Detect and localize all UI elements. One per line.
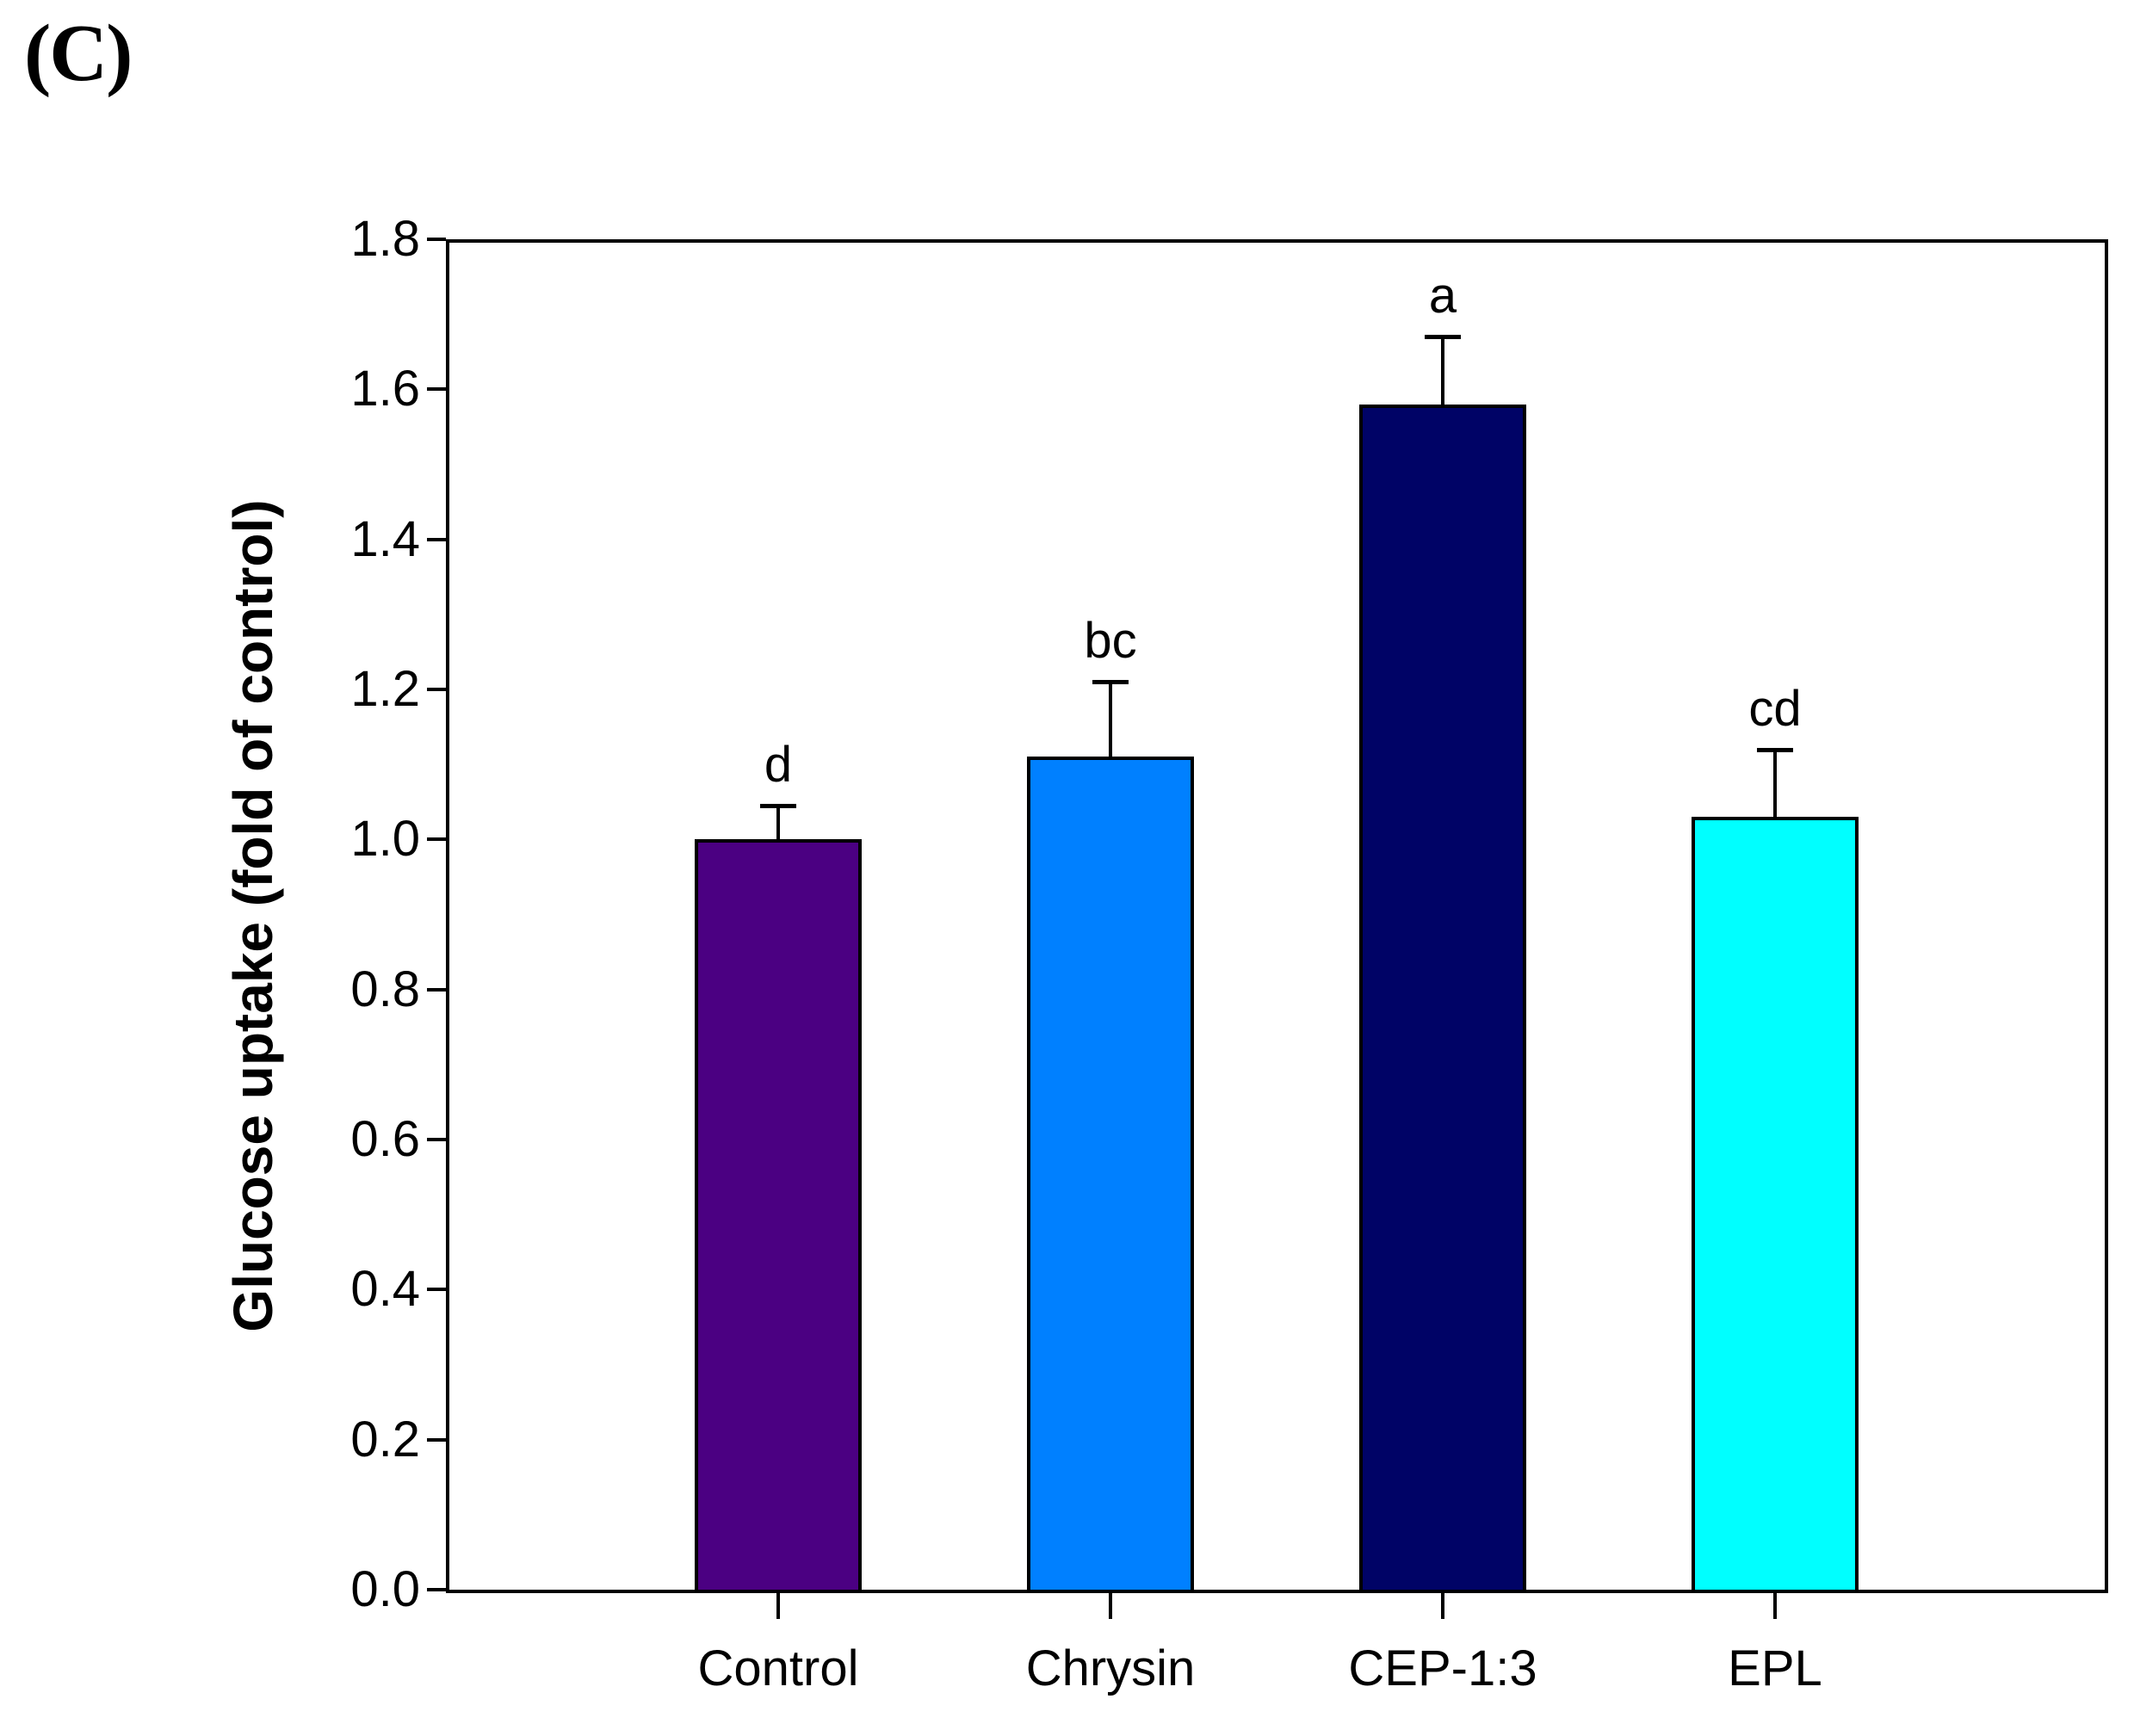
- y-tick-label-0.8: 0.8: [350, 961, 420, 1017]
- significance-letter-cep-1-3: a: [1428, 268, 1457, 324]
- x-tick-label-epl: EPL: [1728, 1640, 1822, 1696]
- error-bar-epl: [1773, 749, 1777, 818]
- y-tick-0.0: [427, 1588, 446, 1591]
- y-tick-label-1.6: 1.6: [350, 361, 420, 417]
- error-bar-cap-epl: [1757, 747, 1793, 752]
- bar-chrysin: [1027, 757, 1194, 1593]
- y-tick-label-1.4: 1.4: [350, 510, 420, 567]
- x-tick-label-control: Control: [697, 1640, 859, 1696]
- error-bar-cap-chrysin: [1092, 680, 1129, 685]
- plot-frame: [446, 239, 2108, 1593]
- error-bar-control: [776, 806, 780, 840]
- y-tick-1.0: [427, 837, 446, 842]
- y-tick-1.4: [427, 537, 446, 541]
- y-tick-label-0.4: 0.4: [350, 1261, 420, 1318]
- y-tick-1.8: [427, 238, 446, 241]
- y-tick-label-1.2: 1.2: [350, 661, 420, 717]
- bar-epl: [1692, 817, 1859, 1593]
- x-tick-cep-1-3: [1441, 1593, 1444, 1619]
- significance-letter-control: d: [764, 737, 793, 794]
- y-tick-0.2: [427, 1437, 446, 1442]
- panel-label: (C): [24, 9, 133, 98]
- x-tick-epl: [1773, 1593, 1777, 1619]
- bar-cep-1-3: [1359, 404, 1526, 1593]
- error-bar-cap-cep-1-3: [1425, 335, 1461, 340]
- x-tick-label-chrysin: Chrysin: [1025, 1640, 1196, 1696]
- error-bar-cep-1-3: [1441, 337, 1444, 405]
- y-tick-label-1.8: 1.8: [350, 211, 420, 267]
- x-tick-label-cep-1-3: CEP-1:3: [1348, 1640, 1537, 1696]
- significance-letter-epl: cd: [1748, 680, 1802, 737]
- significance-letter-chrysin: bc: [1084, 613, 1137, 670]
- y-tick-label-1.0: 1.0: [350, 811, 420, 868]
- x-tick-chrysin: [1109, 1593, 1112, 1619]
- y-tick-label-0.0: 0.0: [350, 1561, 420, 1617]
- error-bar-cap-control: [760, 804, 796, 809]
- x-tick-control: [776, 1593, 780, 1619]
- y-tick-0.6: [427, 1138, 446, 1141]
- y-tick-0.4: [427, 1288, 446, 1292]
- y-tick-1.6: [427, 387, 446, 392]
- y-tick-label-0.2: 0.2: [350, 1411, 420, 1467]
- y-tick-label-0.6: 0.6: [350, 1111, 420, 1167]
- bar-control: [695, 839, 862, 1593]
- y-tick-0.8: [427, 987, 446, 992]
- error-bar-chrysin: [1109, 682, 1112, 757]
- y-tick-1.2: [427, 688, 446, 691]
